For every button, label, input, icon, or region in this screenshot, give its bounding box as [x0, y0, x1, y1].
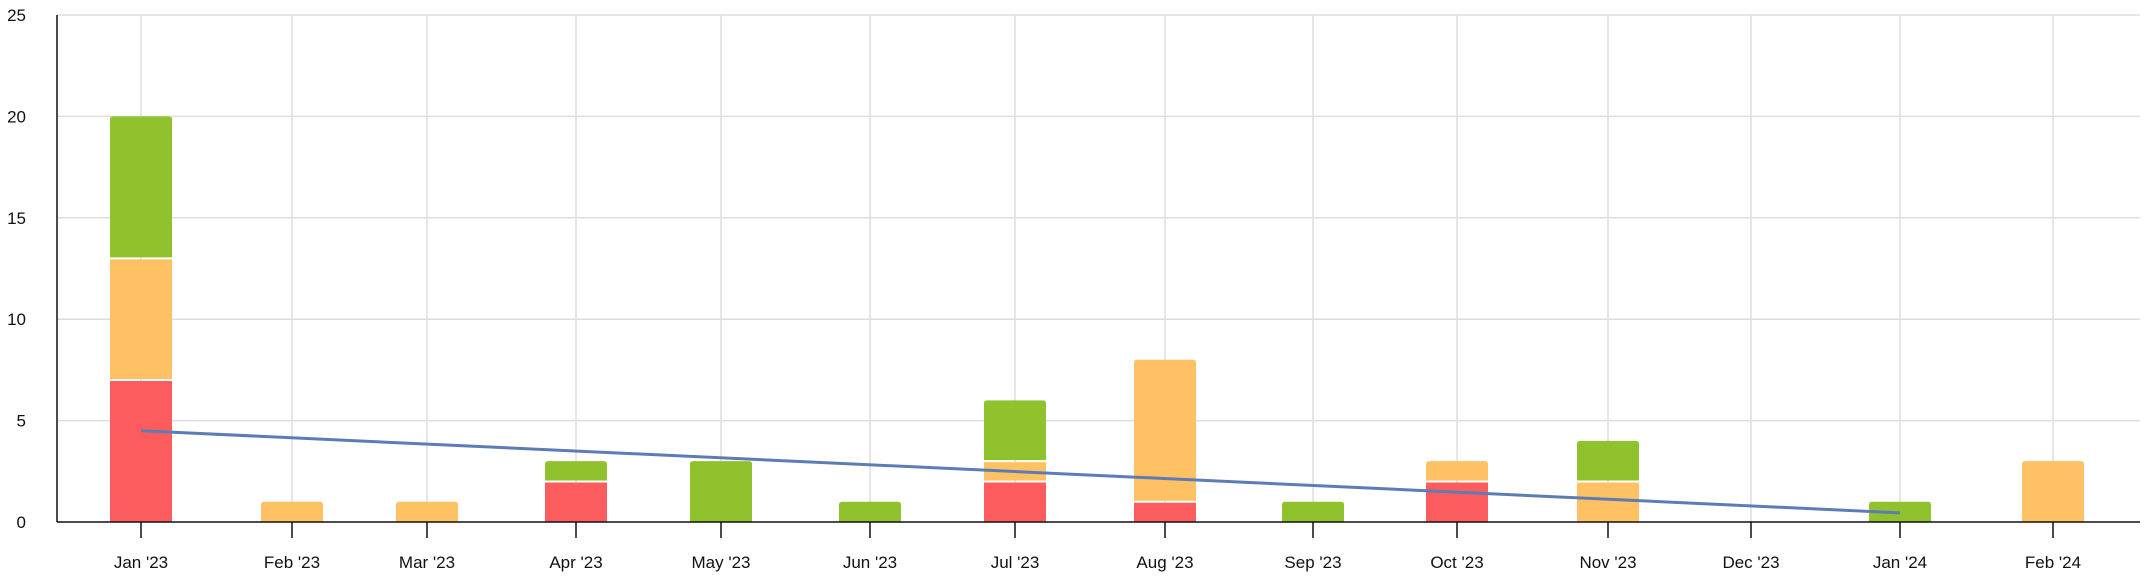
bar-segment-series-3[interactable]: [690, 461, 752, 522]
x-tick-label: Nov '23: [1579, 553, 1636, 572]
bar-segment-series-1[interactable]: [984, 482, 1046, 522]
bar-segment-series-3[interactable]: [1282, 501, 1344, 522]
y-tick-label: 15: [7, 209, 26, 228]
bar-segment-series-1[interactable]: [1426, 482, 1488, 522]
bar-segment-series-1[interactable]: [545, 482, 607, 522]
y-tick-label: 10: [7, 310, 26, 329]
x-tick-label: Feb '24: [2025, 553, 2081, 572]
bar-segment-series-2[interactable]: [1134, 359, 1196, 501]
axes: 0 5 10 15 20 25 Jan '23 Feb '23 Mar '23 Apr '23 Ma…: [7, 6, 2140, 572]
x-tick-label: Jul '23: [991, 553, 1040, 572]
x-tick-label: Oct '23: [1430, 553, 1483, 572]
grid: [57, 14, 2140, 522]
bar-segment-series-2[interactable]: [2022, 461, 2084, 522]
x-tick-label: May '23: [692, 553, 751, 572]
bar-segment-series-1[interactable]: [1134, 502, 1196, 522]
y-tick-label: 25: [7, 6, 26, 25]
x-tick-label: Jan '23: [114, 553, 168, 572]
bar-segment-series-2[interactable]: [261, 501, 323, 522]
bar-segment-series-2[interactable]: [1577, 482, 1639, 522]
y-tick-label: 5: [17, 412, 26, 431]
bar-segment-series-3[interactable]: [1577, 440, 1639, 481]
x-tick-label: Apr '23: [549, 553, 602, 572]
bar-segment-series-3[interactable]: [545, 461, 607, 481]
trendline: [140, 429, 1901, 515]
x-tick-label: Feb '23: [264, 553, 320, 572]
x-tick-label: Dec '23: [1722, 553, 1779, 572]
bar-segment-series-3[interactable]: [110, 116, 172, 258]
x-tick-label: Sep '23: [1284, 553, 1341, 572]
bar-segment-series-3[interactable]: [839, 501, 901, 522]
x-tick-label: Aug '23: [1136, 553, 1193, 572]
bar-segment-series-2[interactable]: [1426, 461, 1488, 481]
x-tick-label: Jun '23: [843, 553, 897, 572]
x-tick-label: Mar '23: [399, 553, 455, 572]
trendline-group: [140, 429, 1901, 515]
x-tick-label: Jan '24: [1873, 553, 1927, 572]
bar-segment-series-3[interactable]: [984, 400, 1046, 461]
bar-segment-series-1[interactable]: [110, 381, 172, 522]
bar-segment-series-2[interactable]: [396, 501, 458, 522]
bar-segment-series-2[interactable]: [110, 259, 172, 380]
y-tick-label: 0: [17, 513, 26, 532]
y-tick-label: 20: [7, 107, 26, 126]
